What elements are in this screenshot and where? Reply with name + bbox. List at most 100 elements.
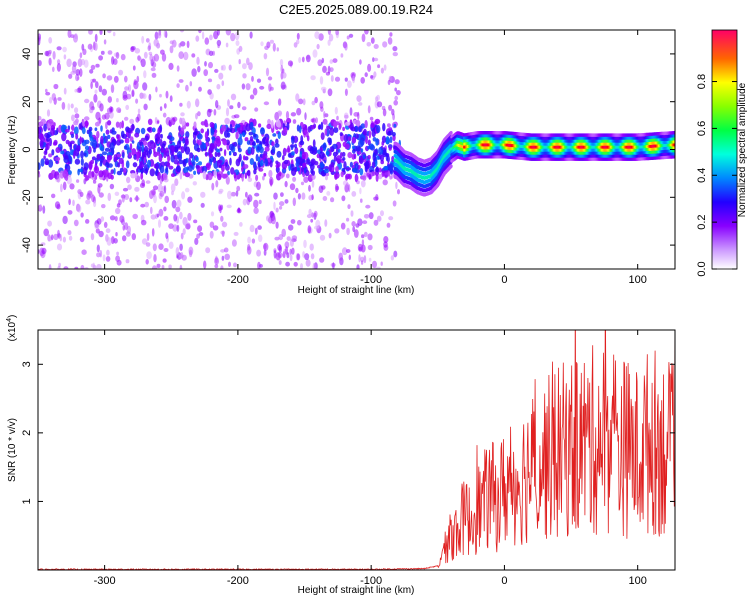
spectrogram-cell <box>122 167 127 174</box>
spectrogram-cell <box>320 86 327 91</box>
spectrogram-cell <box>197 111 201 117</box>
spectrogram-cell <box>318 124 322 130</box>
spectrogram-cell <box>40 118 46 125</box>
spectrogram-cell <box>324 168 329 174</box>
spectrogram-cell <box>83 152 87 157</box>
spectrogram-cell <box>368 212 374 220</box>
spectrogram-cell <box>40 158 45 167</box>
spectrogram-cell <box>131 123 135 131</box>
spectrogram-cell <box>44 50 50 57</box>
spectrogram-cell <box>105 121 108 130</box>
spectrogram-cell <box>74 158 81 165</box>
spectrogram-cell <box>201 165 208 174</box>
spectrogram-cell <box>140 127 146 135</box>
spectrogram-cell <box>38 162 41 171</box>
spectrogram-cell <box>62 125 67 130</box>
spectrogram-cell <box>159 106 163 111</box>
spectrogram-cell <box>152 185 159 191</box>
spectrogram-cell <box>327 30 331 35</box>
spectrogram-cell <box>67 230 72 236</box>
spectrogram-cell <box>184 136 189 145</box>
spectrogram-cell <box>252 87 258 96</box>
spectrogram-cell <box>364 161 370 170</box>
spectrogram-cell <box>352 145 356 150</box>
spectrogram-cell <box>264 158 268 167</box>
spectrogram-cell <box>387 37 393 45</box>
spectrogram-cell <box>71 64 77 73</box>
spectrogram-cell <box>105 256 111 262</box>
spectrogram-cell <box>145 259 149 265</box>
spectrogram-cell <box>60 183 63 193</box>
spectrogram-cell <box>235 158 241 167</box>
spectrogram-cell <box>53 122 56 127</box>
spectrogram-cell <box>118 69 124 76</box>
spectrogram-cell <box>47 119 54 124</box>
spectrogram-cell <box>218 204 222 212</box>
spectrogram-cell <box>242 63 247 70</box>
spectrogram-cell <box>311 212 314 218</box>
spectrogram-cell <box>319 257 325 263</box>
spectrogram-cell <box>205 174 209 181</box>
spectrogram-cell <box>151 189 156 196</box>
spectrogram-cell <box>68 198 71 206</box>
spectrogram-cell <box>360 244 366 253</box>
spectrogram-cell <box>257 156 261 163</box>
spectrogram-cell <box>287 60 294 67</box>
spectrogram-cell <box>243 164 249 169</box>
spectrogram-cell <box>193 131 198 136</box>
spectrogram-cell <box>333 127 339 133</box>
spectrogram-cell <box>229 123 233 133</box>
spectrogram-cell <box>92 78 97 83</box>
spectrogram-cell <box>96 153 101 161</box>
spectrogram-cell <box>285 110 290 120</box>
spectrogram-cell <box>259 264 263 268</box>
spectrogram-cell <box>291 151 295 156</box>
spectrogram-cell <box>307 126 311 133</box>
spectrogram-cell <box>178 51 184 59</box>
spectrogram-cell <box>165 232 169 239</box>
spectrogram-cell <box>67 103 71 111</box>
spectrogram-cell <box>157 32 162 39</box>
spectrogram-cell <box>61 101 66 110</box>
spectrogram-cell <box>248 62 253 71</box>
spectrogram-cell <box>115 232 118 237</box>
spectrogram-cell <box>330 197 335 203</box>
spectrogram-cell <box>38 173 41 178</box>
spectrogram-cell <box>215 135 221 144</box>
spectrogram-cell <box>152 243 157 252</box>
spectrogram-cell <box>220 230 225 235</box>
spectrogram-cell <box>311 180 315 188</box>
spectrogram-cell <box>241 166 244 173</box>
spectrogram-cell <box>391 155 395 163</box>
spectrogram-cell <box>286 121 290 131</box>
spectrogram-cell <box>381 135 387 143</box>
spectrogram-cell <box>385 153 390 157</box>
spectrogram-cell <box>202 170 207 180</box>
spectrogram-cell <box>268 83 272 92</box>
spectrogram-cell <box>106 154 113 161</box>
spectrogram-cell <box>60 150 65 155</box>
spectrogram-cell <box>182 138 186 144</box>
spectrogram-cell <box>363 231 368 238</box>
spectrogram-cell <box>209 34 213 41</box>
spectrogram-cell <box>149 168 155 177</box>
spectrogram-cell <box>151 56 156 63</box>
spectrogram-cell <box>263 101 270 106</box>
spectrogram-cell <box>45 91 51 96</box>
spectrogram-cell <box>223 247 229 253</box>
spectrogram-cell <box>324 219 328 227</box>
spectrogram-cell <box>253 133 257 138</box>
spectrogram-cell <box>115 51 120 59</box>
spectrogram-cell <box>294 166 298 173</box>
spectrogram-cell <box>106 249 110 256</box>
spectrogram-cell <box>290 163 295 172</box>
spectrogram-cell <box>332 143 338 149</box>
spectrogram-cell <box>294 146 299 155</box>
spectrogram-cell <box>345 167 352 171</box>
spectrogram-cell <box>219 164 222 169</box>
spectrogram-cell <box>100 145 105 152</box>
spectrogram-cell <box>134 196 140 201</box>
spectrogram-cell <box>217 173 222 181</box>
spectrogram-cell <box>326 125 331 130</box>
spectrogram-cell <box>283 127 288 134</box>
